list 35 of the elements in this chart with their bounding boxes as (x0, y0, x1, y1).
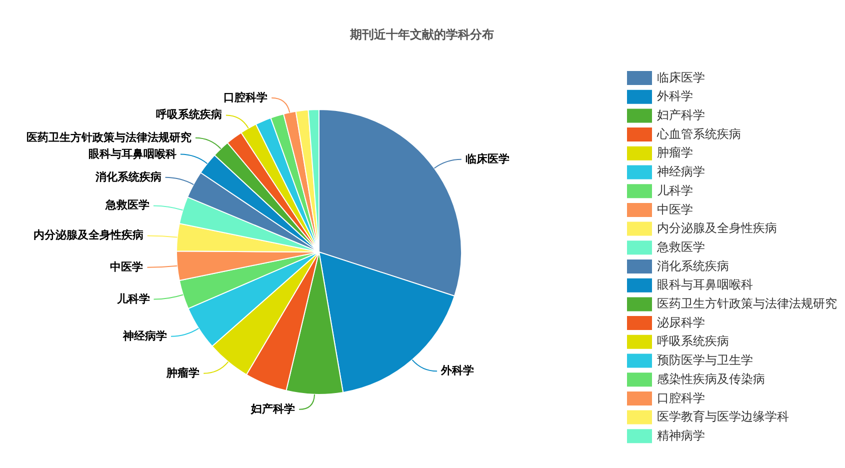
legend-label: 医学教育与医学边缘学科 (657, 410, 789, 424)
slice-label: 急救医学 (104, 198, 150, 212)
legend-label: 感染性疾病及传染病 (657, 372, 765, 386)
legend-label: 心血管系统疾病 (656, 126, 741, 141)
legend-label: 内分泌腺及全身性疾病 (657, 221, 777, 236)
slice-label: 中医学 (110, 260, 144, 274)
legend-label: 泌尿科学 (657, 315, 705, 330)
legend-label: 外科学 (657, 89, 693, 104)
legend-label: 急救医学 (656, 240, 705, 254)
slice-label: 口腔科学 (224, 90, 268, 104)
slice-label: 神经病学 (122, 329, 168, 342)
legend-label: 消化系统疾病 (657, 258, 729, 273)
slice-label: 临床医学 (465, 152, 510, 166)
legend-label: 眼科与耳鼻咽喉科 (657, 278, 753, 292)
legend-label: 神经病学 (657, 164, 705, 179)
slice-label: 医药卫生方针政策与法律法规研究 (26, 130, 192, 144)
slice-label: 眼科与耳鼻咽喉科 (88, 147, 176, 160)
slice-label: 外科学 (440, 364, 474, 378)
legend-label: 妇产科学 (657, 108, 705, 122)
legend-label: 口腔科学 (657, 390, 705, 405)
slice-label: 呼吸系统疾病 (156, 108, 222, 122)
slice-label: 内分泌腺及全身性疾病 (33, 228, 144, 242)
legend-label: 临床医学 (657, 70, 705, 84)
chart-title: 期刊近十年文献的学科分布 (349, 27, 494, 42)
legend-label: 中医学 (657, 202, 693, 216)
slice-label: 儿科学 (116, 292, 150, 306)
legend-label: 儿科学 (657, 183, 693, 198)
legend-label: 医药卫生方针政策与法律法规研究 (657, 296, 837, 311)
legend-label: 肿瘤学 (657, 146, 693, 160)
slice-label: 肿瘤学 (166, 366, 200, 380)
slice-label: 妇产科学 (250, 402, 296, 416)
slice-label: 消化系统疾病 (94, 170, 162, 184)
legend-label: 精神病学 (657, 428, 705, 442)
legend-label: 预防医学与卫生学 (657, 353, 753, 368)
legend-label: 呼吸系统疾病 (657, 334, 729, 348)
